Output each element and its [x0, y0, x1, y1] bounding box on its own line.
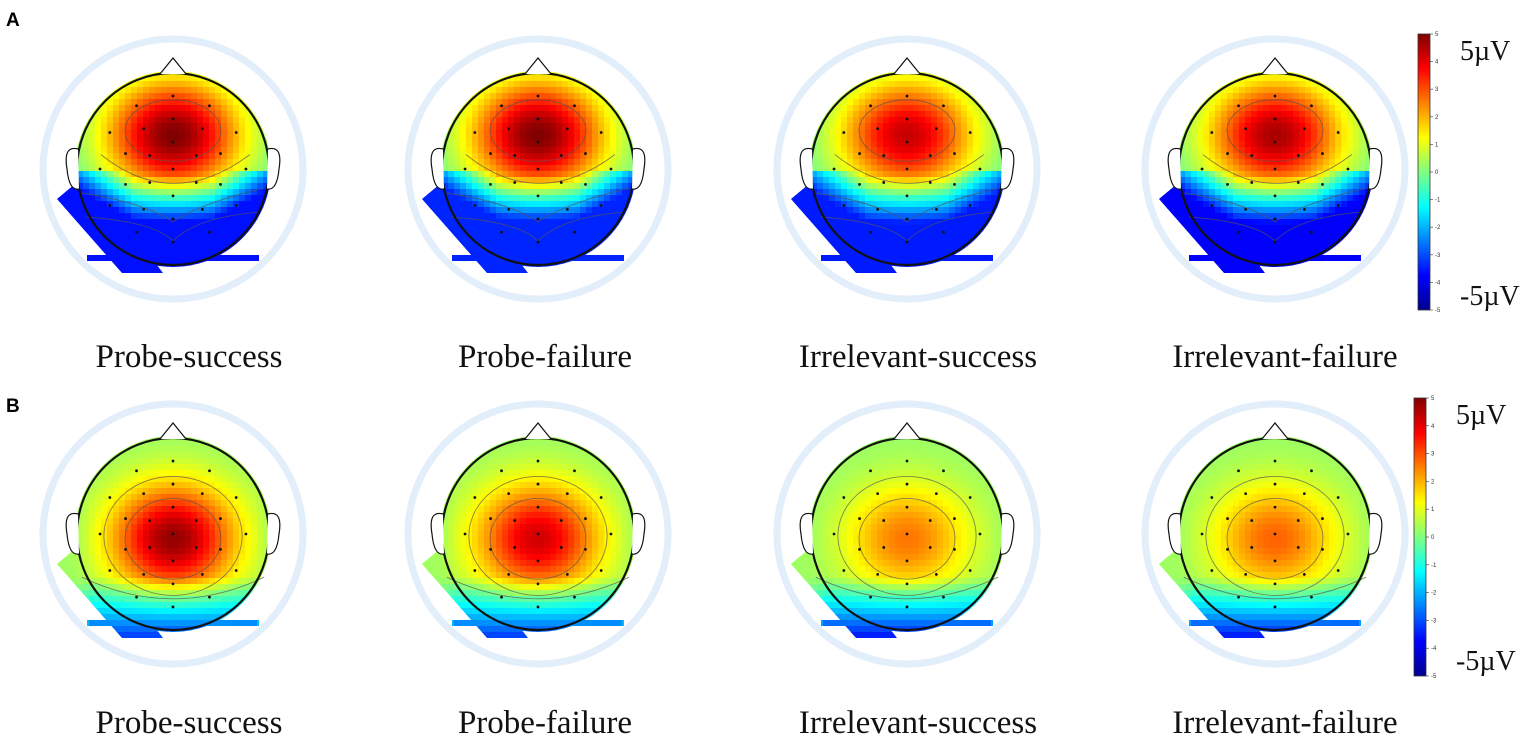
colorbar-tick-label: -3 — [1435, 253, 1441, 259]
headmap-a1 — [39, 35, 307, 303]
headmap-b3 — [773, 400, 1041, 668]
condition-label-a3: Irrelevant-success — [799, 339, 1037, 375]
halo-ring — [773, 400, 1041, 668]
contour-lines — [1183, 475, 1367, 600]
nose — [159, 57, 187, 75]
condition-label-a2: Probe-failure — [458, 339, 632, 375]
headmap-a2 — [404, 35, 672, 303]
electrode-dots — [832, 459, 982, 609]
colorbar-tick-label: -5 — [1435, 308, 1441, 314]
headmap-a3 — [773, 35, 1041, 303]
colorbar-gradient — [1413, 397, 1427, 677]
electrode-dots — [463, 459, 613, 609]
electrode-dots — [1200, 94, 1350, 244]
halo-ring — [39, 400, 307, 668]
right-ear — [631, 512, 646, 555]
left-ear — [65, 147, 80, 190]
colorbar-gradient — [1417, 33, 1431, 311]
electrode-dots — [463, 94, 613, 244]
headmap-a4 — [1141, 35, 1409, 303]
condition-label-b1: Probe-success — [96, 705, 283, 741]
colorbar-max-label-b: 5µV — [1456, 400, 1506, 431]
right-ear — [266, 512, 281, 555]
colorbar-tick-label: 2 — [1435, 115, 1439, 121]
left-ear — [65, 512, 80, 555]
colorbar-tick-label: 3 — [1435, 87, 1439, 93]
headmap-b1 — [39, 400, 307, 668]
contour-lines — [446, 475, 630, 600]
headmap-b4 — [1141, 400, 1409, 668]
right-ear — [1000, 512, 1015, 555]
colorbar-tick-label: -2 — [1435, 225, 1441, 231]
right-ear — [1368, 512, 1383, 555]
colorbar-min-label-b: -5µV — [1456, 646, 1516, 677]
colorbar-tick-label: 5 — [1435, 32, 1439, 38]
halo-ring — [404, 400, 672, 668]
nose — [1261, 57, 1289, 75]
colorbar-tick-label: -4 — [1431, 646, 1437, 652]
panel-b: B Probe-success Probe-failure Irrelevant… — [6, 396, 1516, 741]
halo-ring — [404, 35, 672, 303]
condition-label-a1: Probe-success — [96, 339, 283, 375]
colorbar-tick-label: -4 — [1435, 280, 1441, 286]
left-ear — [430, 147, 445, 190]
colorbar-tick-label: 5 — [1431, 396, 1435, 402]
panel-letter-a: A — [6, 10, 20, 31]
colorbar-tick-label: 2 — [1431, 479, 1435, 485]
left-ear — [1167, 512, 1182, 555]
contour-lines — [81, 475, 265, 600]
colorbar-b: 5µV -5µV 5 4 3 2 1 0 -1 -2 -3 -4 -5 — [1413, 396, 1516, 680]
colorbar-tick-label: -1 — [1431, 563, 1437, 569]
nose — [524, 57, 552, 75]
colorbar-max-label-a: 5µV — [1460, 36, 1510, 67]
right-ear — [1000, 147, 1015, 190]
nose — [524, 422, 552, 440]
colorbar-tick-label: -1 — [1435, 198, 1441, 204]
colorbar-tick-label: 4 — [1435, 60, 1439, 66]
electrode-dots — [1200, 459, 1350, 609]
colorbar-tick-label: 1 — [1435, 142, 1439, 148]
electrode-dots — [832, 94, 982, 244]
condition-label-b2: Probe-failure — [458, 705, 632, 741]
left-ear — [1167, 147, 1182, 190]
left-ear — [430, 512, 445, 555]
nose — [159, 422, 187, 440]
colorbar-a: 5µV -5µV 5 4 3 2 1 0 -1 -2 -3 -4 -5 — [1417, 32, 1520, 314]
contour-lines — [815, 475, 999, 600]
colorbar-tick-label: 0 — [1435, 170, 1439, 176]
panel-a: A Probe-success Probe-failure Irrelevant… — [6, 10, 1520, 375]
left-ear — [799, 512, 814, 555]
halo-ring — [1141, 35, 1409, 303]
colorbar-tick-label: 0 — [1431, 535, 1435, 541]
colorbar-tick-label: -5 — [1431, 674, 1437, 680]
electrode-dots — [98, 459, 248, 609]
halo-ring — [773, 35, 1041, 303]
condition-label-a4: Irrelevant-failure — [1172, 339, 1397, 375]
colorbar-tick-label: -3 — [1431, 618, 1437, 624]
condition-label-b3: Irrelevant-success — [799, 705, 1037, 741]
condition-label-b4: Irrelevant-failure — [1172, 705, 1397, 741]
nose — [893, 57, 921, 75]
headmap-b2 — [404, 400, 672, 668]
halo-ring — [1141, 400, 1409, 668]
colorbar-min-label-a: -5µV — [1460, 281, 1520, 312]
electrode-dots — [98, 94, 248, 244]
colorbar-tick-label: 1 — [1431, 507, 1435, 513]
panel-letter-b: B — [6, 396, 20, 417]
colorbar-tick-label: 4 — [1431, 424, 1435, 430]
right-ear — [631, 147, 646, 190]
left-ear — [799, 147, 814, 190]
right-ear — [1368, 147, 1383, 190]
colorbar-tick-label: -2 — [1431, 591, 1437, 597]
right-ear — [266, 147, 281, 190]
nose — [893, 422, 921, 440]
colorbar-tick-label: 3 — [1431, 452, 1435, 458]
halo-ring — [39, 35, 307, 303]
nose — [1261, 422, 1289, 440]
